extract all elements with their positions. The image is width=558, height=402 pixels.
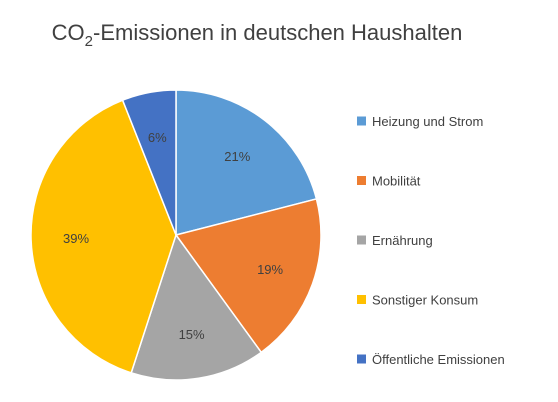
legend-label-ernaehrung: Ernährung [372,233,433,248]
data-label-mobilitaet: 19% [257,262,283,277]
data-label-heizung-und-strom: 21% [224,149,250,164]
legend-label-oeffentliche-emissionen: Öffentliche Emissionen [372,352,505,367]
legend-label-heizung-und-strom: Heizung und Strom [372,114,483,129]
chart-title: CO2-Emissionen in deutschen Haushalten [52,20,463,50]
pie-slice-labels: 21% 19% 15% 39% 6% [63,130,284,342]
legend-label-sonstiger-konsum: Sonstiger Konsum [372,293,478,308]
data-label-ernaehrung: 15% [179,327,205,342]
legend-swatch-sonstiger-konsum [357,295,366,304]
pie-slice-oeffentliche-emissionen [121,89,177,236]
chart-title-suffix: -Emissionen in deutschen Haushalten [93,20,462,45]
legend-label-mobilitaet: Mobilität [372,174,421,189]
pie-slice-mobilitaet [174,198,322,354]
legend-swatch-ernaehrung [357,235,366,245]
legend-swatch-mobilitaet [357,176,366,185]
pie-slice-sonstiger-konsum [30,99,177,374]
legend-swatch-oeffentliche-emissionen [357,354,366,364]
legend: Heizung und Strom Mobilität Ernährung Sonst… [357,114,505,367]
chart-title-prefix: CO [52,20,85,45]
pie-slice-ernaehrung [130,233,263,381]
data-label-sonstiger-konsum: 39% [63,231,89,246]
chart-title-subscript: 2 [85,33,93,50]
data-label-oeffentliche-emissionen: 6% [148,130,167,145]
pie-slices [30,89,322,381]
pie-slice-heizung-und-strom [175,89,318,236]
legend-swatch-heizung-und-strom [357,116,366,126]
